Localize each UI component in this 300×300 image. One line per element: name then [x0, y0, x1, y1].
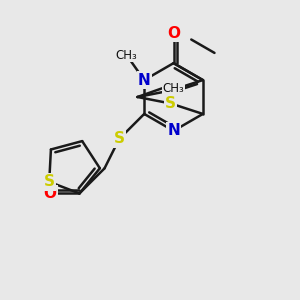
Text: N: N [167, 123, 180, 138]
Text: O: O [44, 186, 56, 201]
Text: O: O [167, 26, 180, 41]
Text: S: S [165, 96, 176, 111]
Text: S: S [114, 131, 125, 146]
Text: CH₃: CH₃ [116, 49, 137, 62]
Text: N: N [138, 73, 151, 88]
Text: S: S [44, 174, 55, 189]
Text: CH₃: CH₃ [163, 82, 184, 95]
